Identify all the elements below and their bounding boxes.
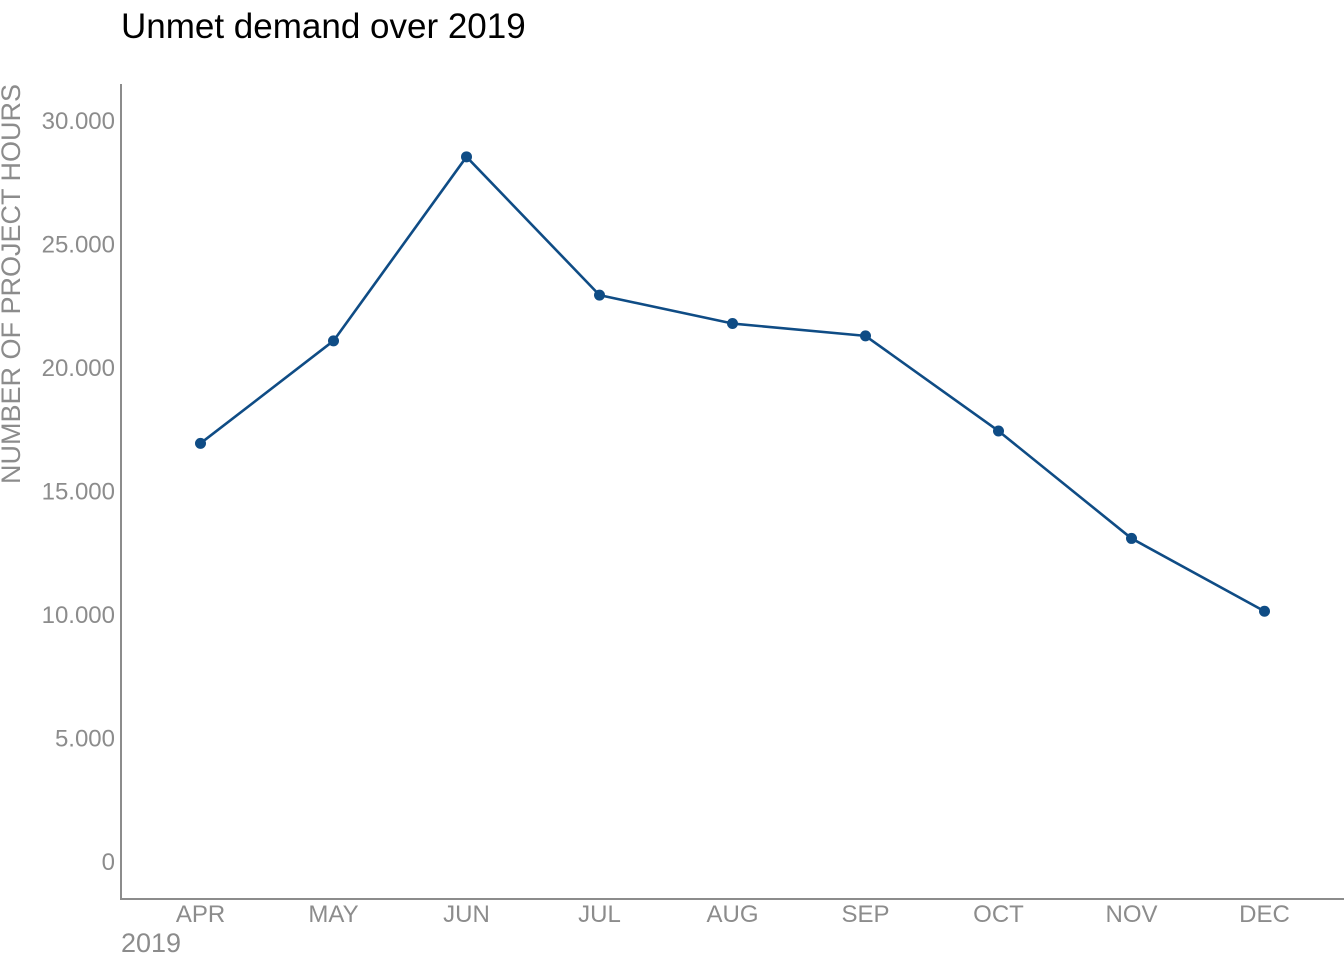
x-tick-labels: APR MAY JUN JUL AUG SEP OCT NOV DEC: [176, 901, 1290, 928]
data-point-may: [328, 335, 339, 347]
x-tick-label: AUG: [706, 901, 758, 928]
x-tick-label: MAY: [308, 901, 358, 928]
data-point-sep: [860, 330, 871, 342]
x-tick-label: DEC: [1239, 901, 1290, 928]
x-tick-label: JUN: [443, 901, 490, 928]
data-point-jun: [461, 151, 472, 163]
data-point-jul: [594, 289, 605, 301]
y-axis-title: NUMBER OF PROJECT HOURS: [0, 84, 26, 484]
x-tick-label: APR: [176, 901, 225, 928]
y-tick-label: 5.000: [55, 726, 115, 753]
data-point-nov: [1126, 532, 1137, 544]
x-tick-label: JUL: [578, 901, 621, 928]
x-tick-label: OCT: [973, 901, 1024, 928]
x-tick-label: NOV: [1105, 901, 1157, 928]
chart-title: Unmet demand over 2019: [121, 7, 526, 46]
x-tick-label: SEP: [841, 901, 889, 928]
data-point-dec: [1259, 605, 1270, 617]
series-line: [199, 155, 1266, 613]
x-axis-title: 2019: [121, 928, 181, 958]
y-tick-label: 30.000: [42, 108, 115, 135]
y-tick-label: 10.000: [42, 602, 115, 629]
y-tick-label: 15.000: [42, 479, 115, 506]
data-point-oct: [993, 425, 1004, 437]
y-tick-label: 20.000: [42, 355, 115, 382]
data-point-apr: [195, 437, 206, 449]
y-tick-label: 25.000: [42, 232, 115, 259]
data-point-aug: [727, 318, 738, 330]
y-tick-label: 0: [102, 849, 115, 876]
y-tick-labels: 0 5.000 10.000 15.000 20.000 25.000 30.000: [42, 108, 115, 876]
series-layer: [195, 151, 1270, 617]
